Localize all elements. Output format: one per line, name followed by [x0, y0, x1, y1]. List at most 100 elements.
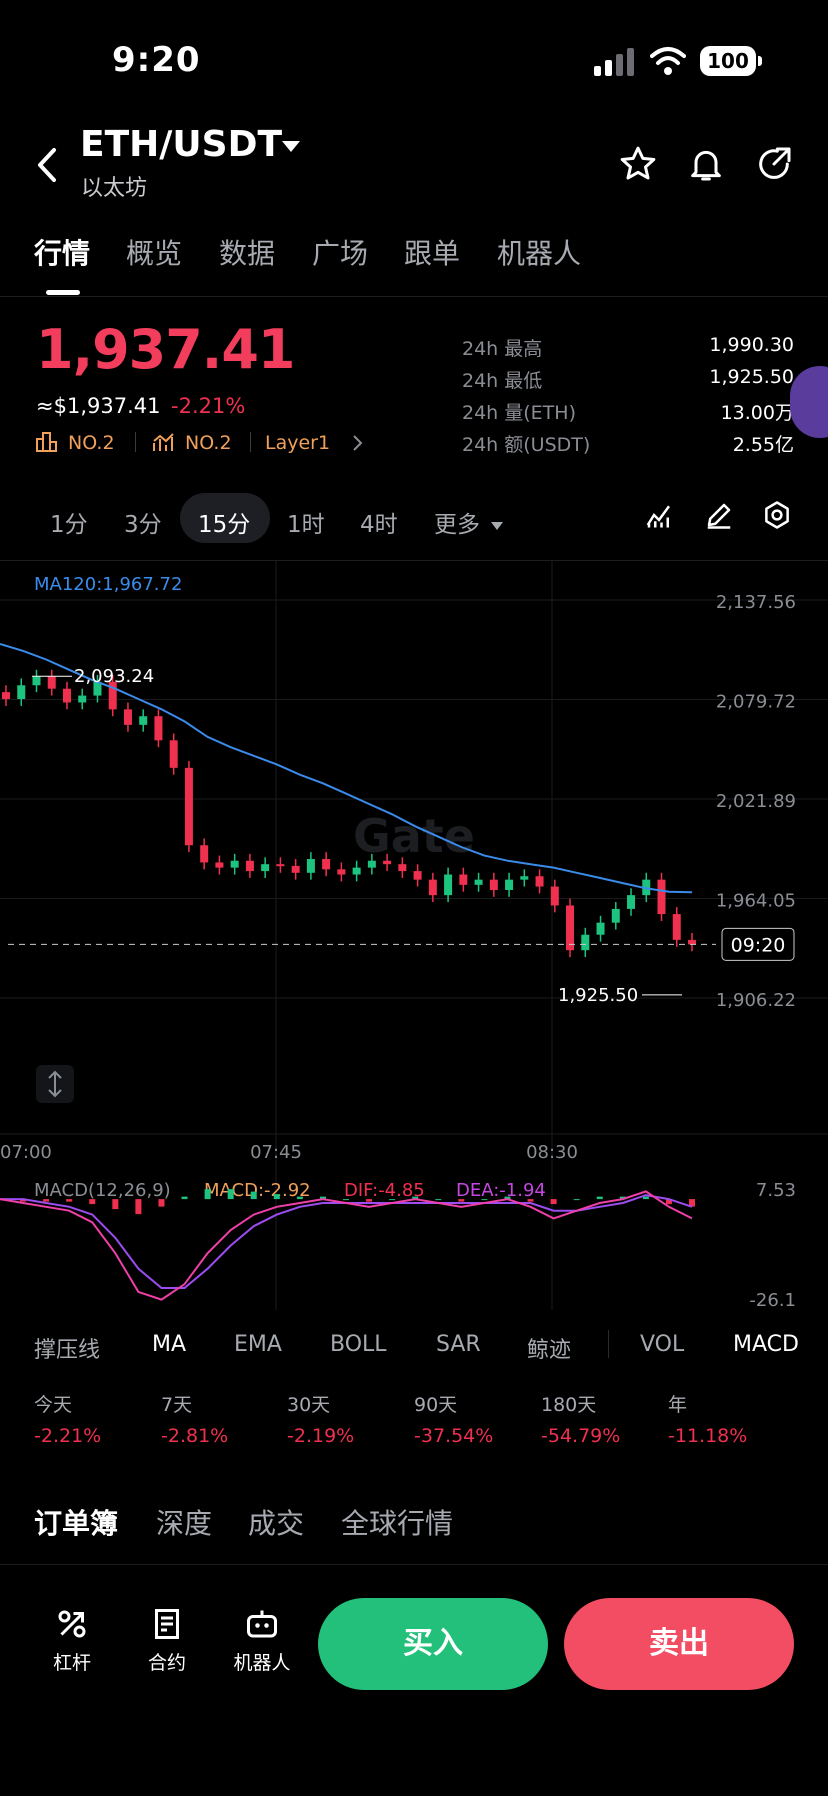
macd-histogram-bar [481, 1199, 488, 1201]
interval-active-bg [180, 493, 270, 543]
tab-orderbook[interactable]: 订单簿 [34, 1507, 119, 1540]
macd-histogram-bar [389, 1199, 396, 1201]
wifi-icon [650, 46, 686, 80]
indicator-ma[interactable]: MA [152, 1332, 187, 1357]
macd-histogram-bar [366, 1199, 373, 1202]
chevron-right-icon[interactable] [352, 434, 364, 456]
candle-body [123, 709, 132, 725]
candle-body [367, 860, 376, 868]
interval-1h[interactable]: 1时 [287, 512, 325, 538]
buy-button[interactable]: 买入 [318, 1598, 548, 1690]
share-icon[interactable] [754, 144, 794, 188]
period-value: -2.19% [287, 1425, 355, 1447]
macd-histogram-bar [665, 1199, 672, 1205]
interval-more[interactable]: 更多 [434, 512, 480, 538]
tab-overview[interactable]: 概览 [126, 237, 183, 270]
tab-data[interactable]: 数据 [219, 237, 276, 270]
caret-down-icon[interactable] [491, 515, 503, 534]
tab-trades[interactable]: 成交 [248, 1507, 305, 1540]
candle-body [230, 860, 239, 868]
margin-icon [58, 1610, 86, 1638]
interval-15m[interactable]: 15分 [198, 512, 251, 538]
candle-body [108, 681, 117, 710]
sell-button[interactable]: 卖出 [564, 1598, 794, 1690]
tab-depth[interactable]: 深度 [156, 1507, 213, 1540]
candle-body [550, 886, 559, 906]
ma120-line [0, 643, 693, 894]
candle-body [78, 695, 87, 703]
dea-value-label: DEA:-1.94 [456, 1180, 546, 1201]
tab-global-market[interactable]: 全球行情 [341, 1507, 454, 1540]
nav-margin-label: 杠杆 [52, 1652, 91, 1674]
indicator-ema[interactable]: EMA [234, 1332, 282, 1357]
macd-histogram-bar [412, 1196, 419, 1200]
macd-histogram-bar [296, 1196, 303, 1200]
current-time-label: 09:20 [731, 934, 786, 956]
last-price: 1,937.41 [36, 318, 295, 381]
nav-margin[interactable]: 杠杆 [32, 1606, 112, 1675]
interval-3m[interactable]: 3分 [124, 512, 162, 538]
pair-title[interactable]: ETH/USDT [80, 124, 283, 165]
period-value: -2.81% [161, 1425, 229, 1447]
candle-body [596, 922, 605, 935]
settings-icon[interactable] [762, 500, 792, 534]
indicator-macd[interactable]: MACD [733, 1332, 799, 1357]
indicator-boll[interactable]: BOLL [330, 1332, 387, 1357]
stat-high-label: 24h 最高 [462, 338, 543, 360]
y-tick-label: 2,137.56 [716, 592, 796, 613]
tab-bot[interactable]: 机器人 [497, 237, 582, 270]
candle-body [337, 869, 346, 875]
candle-body [672, 914, 681, 940]
draw-pen-icon[interactable] [704, 500, 734, 534]
macd-histogram-bar [66, 1199, 73, 1202]
tab-market[interactable]: 行情 [34, 237, 91, 270]
candle-body [459, 874, 468, 885]
rank-volume[interactable]: NO.2 [185, 432, 232, 454]
stat-volume-value: 13.00万 [720, 402, 794, 424]
macd-histogram-bar [273, 1194, 280, 1200]
candle-body [184, 767, 193, 846]
watermark-logo: Gate [353, 809, 475, 863]
favorite-star-icon[interactable] [618, 144, 658, 188]
candle-body [245, 860, 254, 872]
candle-body [261, 864, 270, 872]
macd-histogram-bar [343, 1199, 349, 1201]
indicator-support-resistance[interactable]: 撑压线 [34, 1338, 101, 1363]
bell-icon[interactable] [686, 144, 726, 188]
macd-y-top: 7.53 [756, 1180, 796, 1201]
indicator-vol[interactable]: VOL [640, 1332, 685, 1357]
back-icon[interactable] [34, 146, 58, 188]
period-label: 30天 [287, 1394, 331, 1416]
candle-body [62, 688, 71, 703]
pair-dropdown-icon[interactable] [282, 138, 300, 157]
y-tick-label: 1,964.05 [716, 891, 796, 912]
divider [0, 296, 828, 297]
indicator-divider [608, 1330, 609, 1358]
period-label: 今天 [34, 1394, 73, 1416]
sector-tag[interactable]: Layer1 [265, 432, 331, 454]
candle-body [474, 879, 483, 885]
candle-body [444, 874, 453, 896]
interval-1m[interactable]: 1分 [50, 512, 88, 538]
tab-square[interactable]: 广场 [312, 237, 369, 270]
candle-body [169, 740, 178, 768]
contract-icon [155, 1609, 179, 1639]
nav-contract[interactable]: 合约 [127, 1606, 207, 1675]
candle-body [688, 939, 696, 945]
indicator-whale[interactable]: 鲸迹 [527, 1338, 572, 1363]
macd-histogram-bar [596, 1196, 603, 1200]
vertical-arrows-icon [48, 1070, 62, 1098]
stat-high-value: 1,990.30 [709, 334, 794, 356]
candle-body [306, 859, 315, 873]
floating-assistant-bubble[interactable] [790, 366, 828, 438]
nav-bot[interactable]: 机器人 [222, 1606, 302, 1675]
macd-histogram-bar [135, 1199, 142, 1215]
rank-market-cap[interactable]: NO.2 [68, 432, 115, 454]
kline-chart[interactable]: 2,137.56 2,079.72 2,021.89 1,964.05 1,906.22… [0, 560, 828, 1320]
indicator-icon[interactable] [644, 500, 674, 534]
interval-4h[interactable]: 4时 [360, 512, 398, 538]
tab-copy-trade[interactable]: 跟单 [404, 237, 461, 270]
indicator-sar[interactable]: SAR [436, 1332, 481, 1357]
macd-y-bottom: -26.1 [749, 1290, 796, 1311]
candle-body [352, 867, 361, 875]
